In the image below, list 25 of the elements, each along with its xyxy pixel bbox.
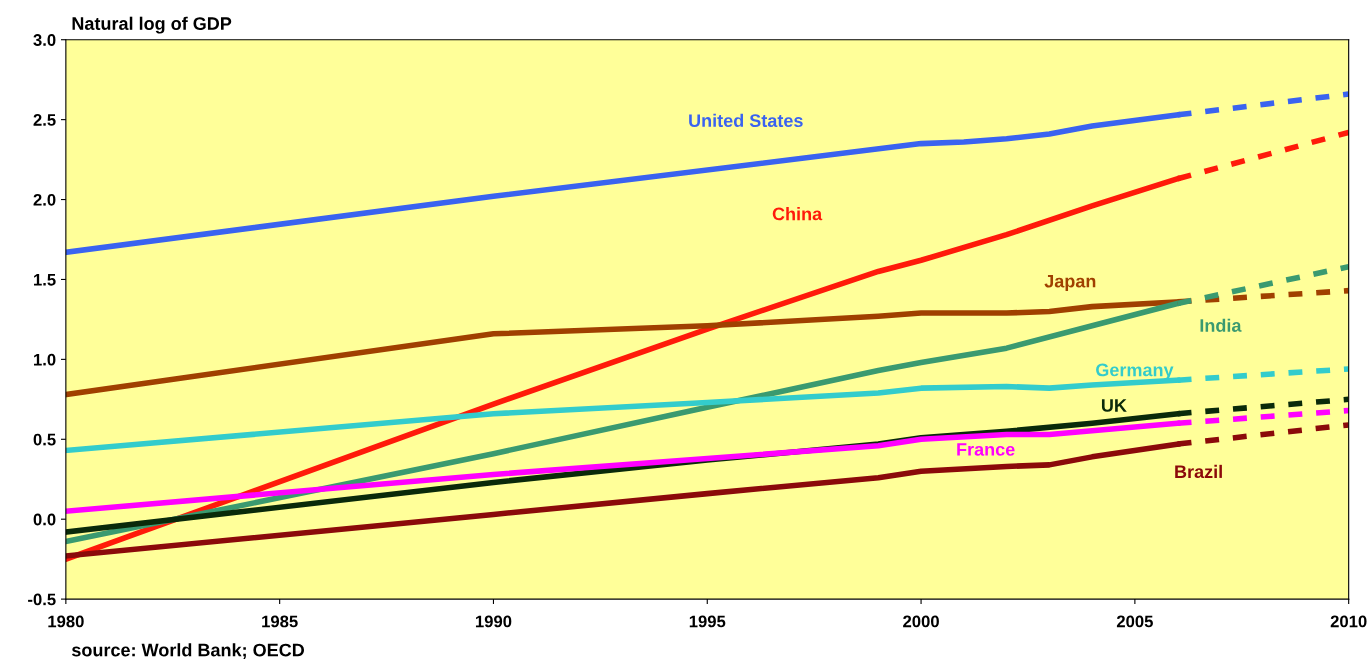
y-tick-label: 0.0: [33, 513, 56, 526]
y-tick-label: 3.0: [33, 34, 56, 46]
chart-title: Natural log of GDP: [72, 16, 232, 34]
y-tick-label: 0.5: [33, 433, 56, 446]
x-tick-label: 1990: [475, 615, 512, 628]
series-label: UK: [1101, 399, 1127, 412]
y-tick-label: 2.5: [33, 114, 56, 126]
series-label: France: [957, 443, 1015, 456]
series-label: United States: [689, 113, 803, 128]
y-tick-label: -0.5: [28, 593, 56, 606]
series-label: India: [1200, 318, 1242, 332]
text: China: [772, 207, 823, 221]
x-tick-label: 2010: [1330, 615, 1367, 628]
x-tick-label: 1980: [48, 615, 84, 628]
x-tick-label: 2005: [1116, 615, 1153, 628]
source-note: source: World Bank; OECD: [71, 643, 305, 660]
series-label: Brazil: [1175, 464, 1222, 479]
x-tick-label: 1985: [262, 615, 298, 628]
series-label: Japan: [1044, 274, 1096, 292]
x-tick-label: 2000: [903, 615, 939, 628]
y-tick-label: 1.0: [34, 353, 56, 366]
series-label: Germany: [1096, 363, 1174, 380]
x-tick-label: 1995: [689, 615, 726, 628]
y-tick-label: 2.0: [33, 193, 56, 206]
y-tick-label: 1.5: [34, 274, 56, 286]
